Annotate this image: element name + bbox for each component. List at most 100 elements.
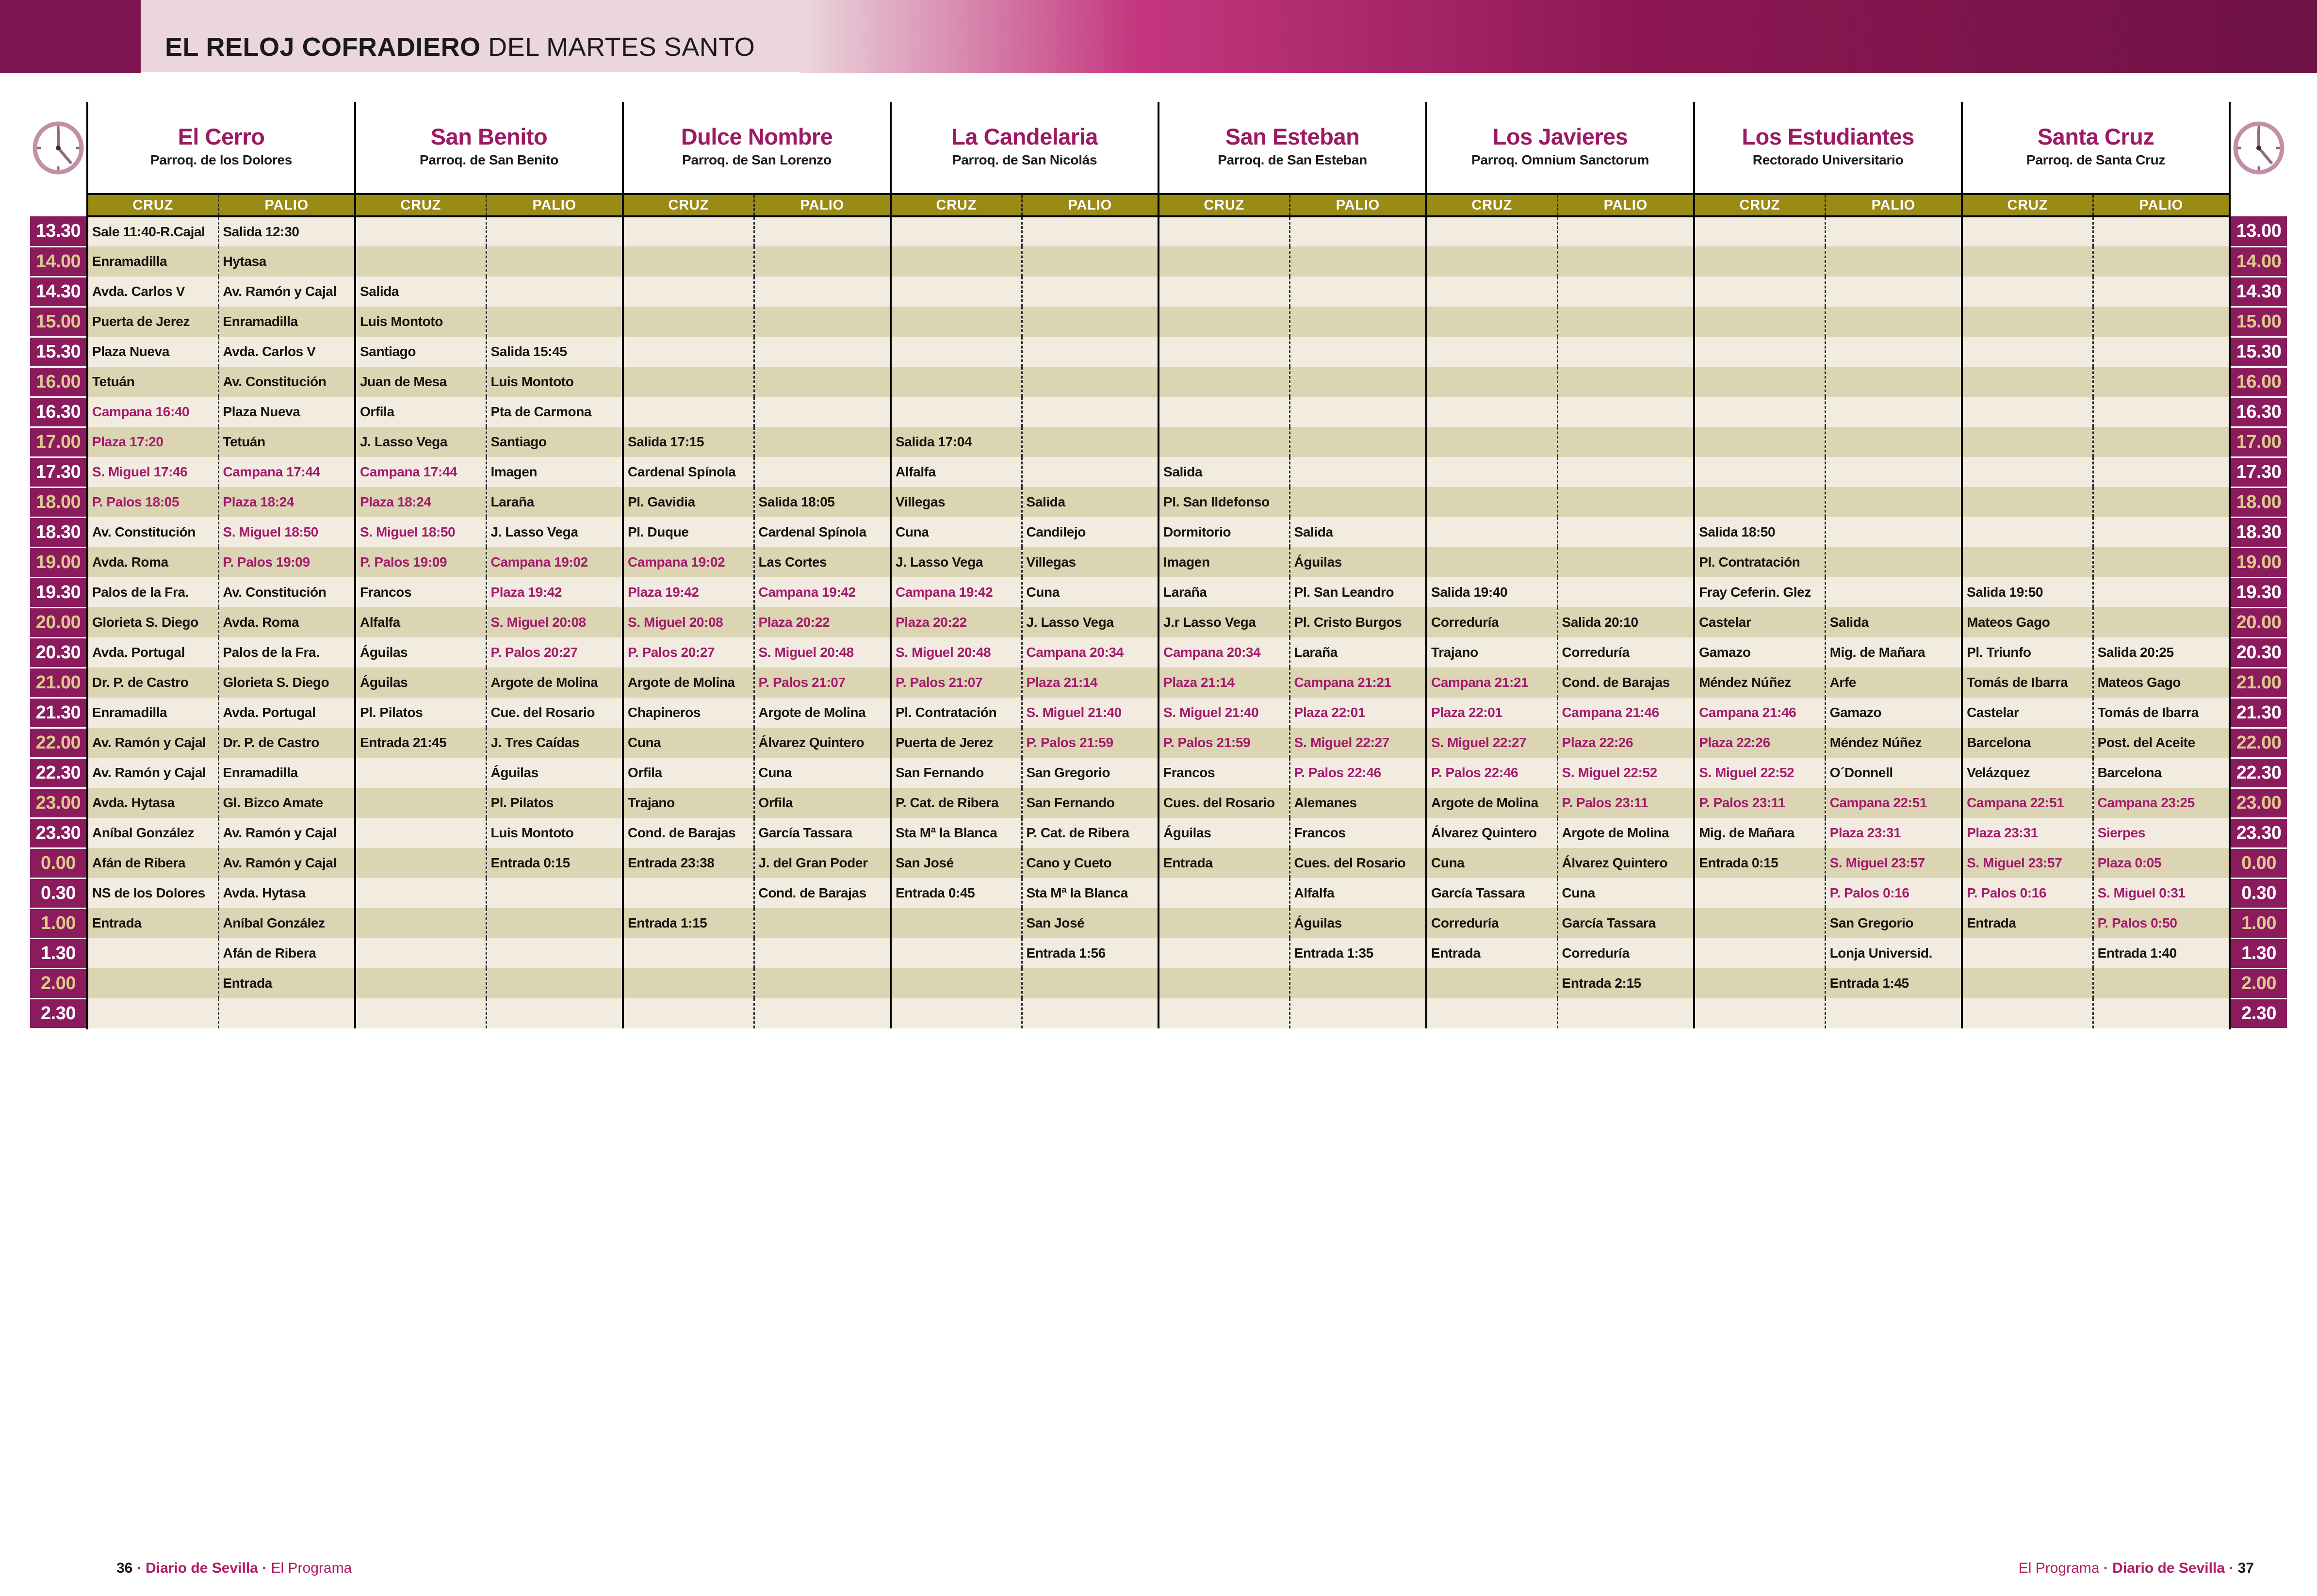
cell-cruz: Luis Montoto (354, 307, 486, 337)
cell-cruz: Pl. Triunfo (1961, 637, 2093, 668)
cell-palio: Argote de Molina (753, 698, 891, 728)
cell-cruz: Argote de Molina (622, 668, 754, 698)
cell-palio: Plaza 21:14 (1021, 668, 1159, 698)
time-label-right: 20.30 (2230, 637, 2287, 668)
column-label-cruz-1: CRUZ (86, 193, 218, 217)
brotherhood-parish: Parroq. de San Benito (419, 152, 559, 167)
cell-cruz (354, 758, 486, 788)
clock-icon-left-cell (30, 102, 87, 194)
cell-cruz: Salida 17:04 (890, 427, 1022, 457)
cell-palio (1556, 337, 1695, 367)
cell-palio: Salida (1021, 487, 1159, 517)
cell-palio: Alemanes (1289, 788, 1427, 818)
table-row: 16.00 Tetuán Av. Constitución Juan de Mesa L… (30, 367, 2287, 398)
cell-cruz (1961, 427, 2093, 457)
cell-palio: Pta de Carmona (485, 397, 623, 427)
cell-palio (2092, 427, 2231, 457)
cell-cruz: Salida 19:40 (1425, 577, 1558, 607)
cell-palio: Glorieta S. Diego (217, 668, 355, 698)
time-label-left: 21.00 (30, 668, 87, 699)
cell-palio (1021, 998, 1159, 1028)
time-label-left: 20.00 (30, 607, 87, 638)
cell-cruz: Dormitorio (1158, 517, 1290, 547)
column-label-palio-1: PALIO (217, 193, 355, 217)
time-label-left: 15.00 (30, 307, 87, 338)
cell-palio (753, 457, 891, 487)
cell-cruz (890, 307, 1022, 337)
cell-palio: S. Miguel 22:27 (1289, 728, 1427, 758)
cell-palio: P. Palos 21:07 (753, 668, 891, 698)
cell-palio (1824, 367, 1962, 397)
cell-cruz: P. Palos 18:05 (86, 487, 218, 517)
brotherhood-name: El Cerro (178, 124, 265, 149)
cell-palio: Las Cortes (753, 547, 891, 577)
cell-cruz: Castelar (1693, 607, 1826, 637)
cell-cruz: Pl. Gavidia (622, 487, 754, 517)
cell-palio: Luis Montoto (485, 367, 623, 397)
cell-cruz (890, 216, 1022, 246)
cell-cruz: Puerta de Jerez (86, 307, 218, 337)
cell-cruz: Álvarez Quintero (1425, 818, 1558, 848)
cell-palio: Barcelona (2092, 758, 2231, 788)
time-label-left: 16.00 (30, 367, 87, 398)
cell-palio: S. Miguel 18:50 (217, 517, 355, 547)
cell-cruz: Plaza 18:24 (354, 487, 486, 517)
cell-cruz: Salida 17:15 (622, 427, 754, 457)
cell-cruz: Entrada (1425, 938, 1558, 968)
cell-cruz: Av. Constitución (86, 517, 218, 547)
cell-palio: P. Palos 21:59 (1021, 728, 1159, 758)
cell-palio: Plaza 22:01 (1289, 698, 1427, 728)
cell-palio: Cuna (1556, 878, 1695, 908)
cell-cruz (1693, 998, 1826, 1028)
cell-cruz (890, 337, 1022, 367)
cell-cruz: Cond. de Barajas (622, 818, 754, 848)
cell-palio: Av. Constitución (217, 367, 355, 397)
cell-cruz: Dr. P. de Castro (86, 668, 218, 698)
cell-cruz (354, 246, 486, 277)
cell-cruz (1425, 487, 1558, 517)
cell-palio: S. Miguel 0:31 (2092, 878, 2231, 908)
table-row: 2.30 2.30 (30, 998, 2287, 1029)
cell-cruz (1693, 216, 1826, 246)
cell-palio (1556, 367, 1695, 397)
cell-palio: Correduría (1556, 938, 1695, 968)
cell-cruz (1158, 878, 1290, 908)
cell-cruz: Santiago (354, 337, 486, 367)
cell-cruz (890, 998, 1022, 1028)
brotherhood-name: Santa Cruz (2037, 124, 2154, 149)
brotherhood-header-1: El Cerro Parroq. de los Dolores (86, 102, 355, 194)
cell-cruz: San Fernando (890, 758, 1022, 788)
table-row: 1.00 Entrada Aníbal González Entrada 1:15 Sa… (30, 908, 2287, 939)
cell-cruz (1693, 367, 1826, 397)
cell-palio (1021, 337, 1159, 367)
cell-cruz: Campana 19:02 (622, 547, 754, 577)
cell-palio (2092, 277, 2231, 307)
cell-cruz (1158, 367, 1290, 397)
cell-palio (1289, 968, 1427, 998)
cell-cruz: Entrada 1:15 (622, 908, 754, 938)
cell-palio: Cues. del Rosario (1289, 848, 1427, 878)
cell-palio (485, 938, 623, 968)
cell-cruz (1693, 878, 1826, 908)
cell-cruz: NS de los Dolores (86, 878, 218, 908)
cell-palio: Enramadilla (217, 758, 355, 788)
table-row: 0.00 Afán de Ribera Av. Ramón y Cajal Entra… (30, 848, 2287, 879)
footer-right-page: 37 (2237, 1560, 2254, 1576)
cell-cruz: Plaza Nueva (86, 337, 218, 367)
cell-cruz: Entrada (86, 908, 218, 938)
time-label-left: 2.30 (30, 998, 87, 1029)
cell-cruz: Campana 21:21 (1425, 668, 1558, 698)
cell-cruz (1961, 968, 2093, 998)
brotherhood-header-6: Los Javieres Parroq. Omnium Sanctorum (1425, 102, 1695, 194)
cell-cruz: Avda. Portugal (86, 637, 218, 668)
column-label-cruz-3: CRUZ (622, 193, 754, 217)
cell-cruz: Cuna (622, 728, 754, 758)
table-row: 23.00 Avda. Hytasa Gl. Bizco Amate Pl. Pila… (30, 788, 2287, 819)
cell-palio (1824, 246, 1962, 277)
time-label-left: 18.30 (30, 517, 87, 548)
cell-palio: Plaza 18:24 (217, 487, 355, 517)
cell-cruz (1961, 487, 2093, 517)
cell-palio: Cue. del Rosario (485, 698, 623, 728)
cell-cruz: Pl. Pilatos (354, 698, 486, 728)
table-row: 15.30 Plaza Nueva Avda. Carlos V Santiago Sa… (30, 337, 2287, 368)
